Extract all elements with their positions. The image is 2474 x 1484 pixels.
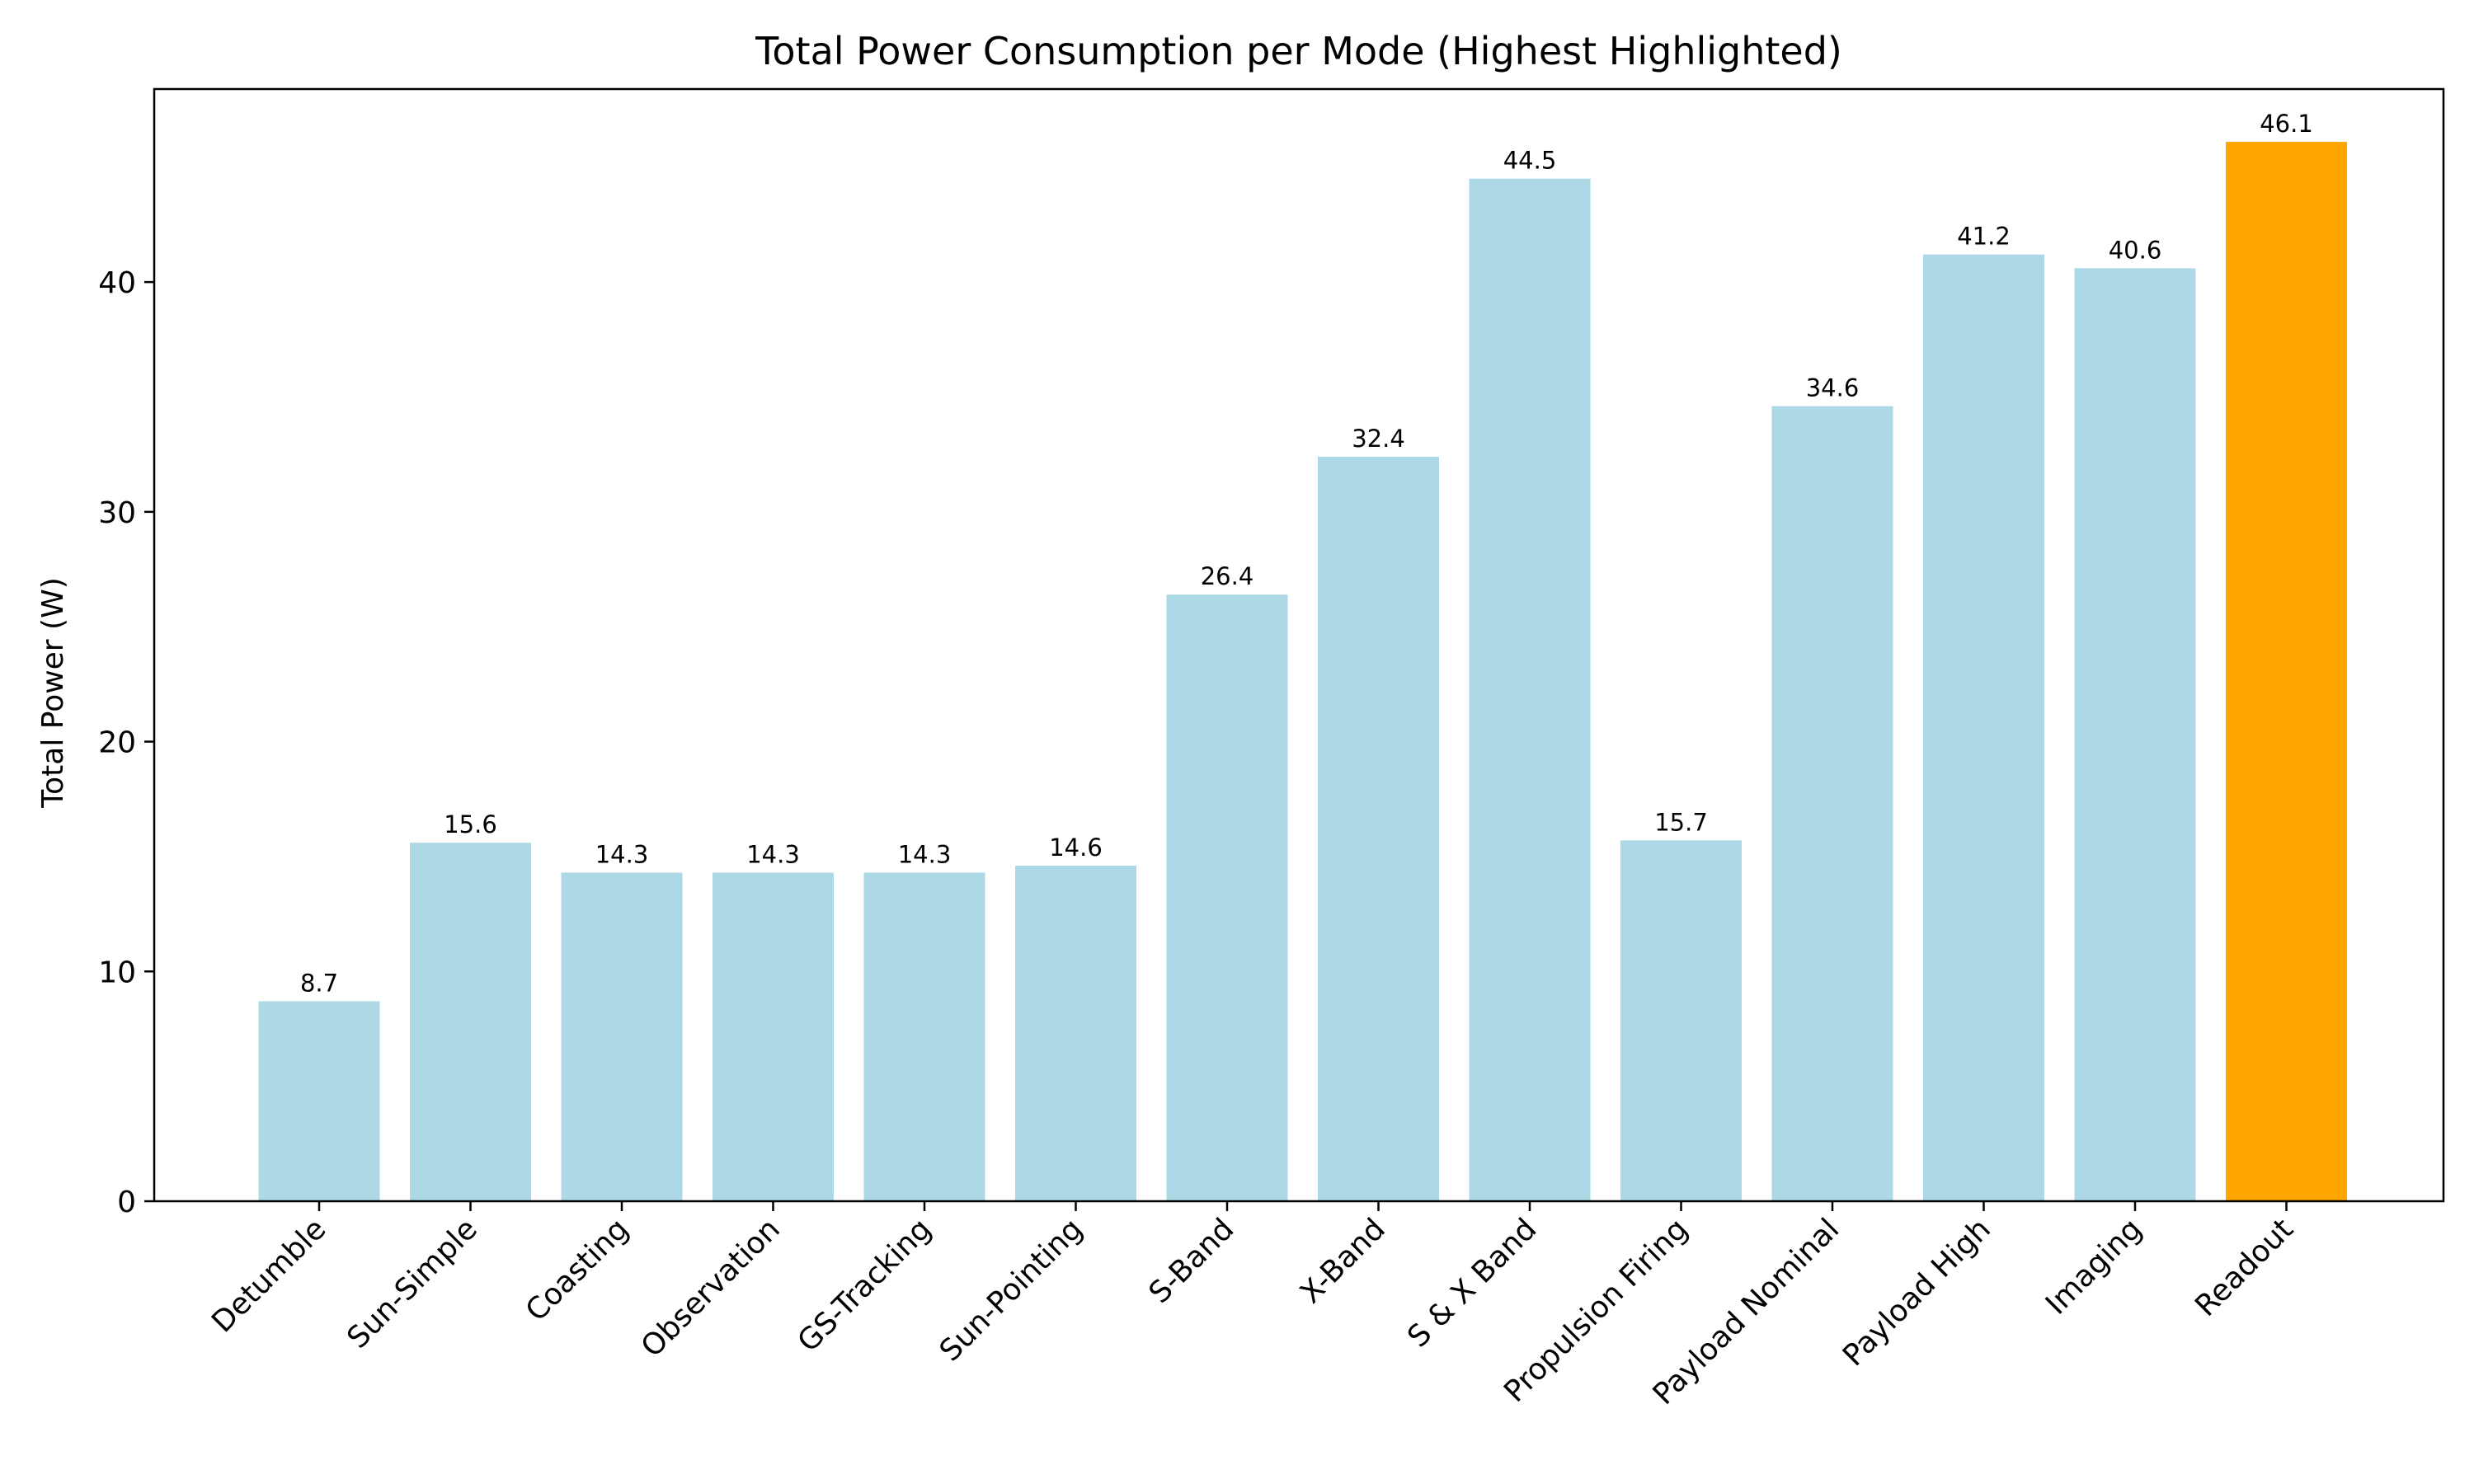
- data-label-5: 14.6: [1049, 834, 1103, 862]
- x-tick-label-0: Detumble: [205, 1212, 332, 1339]
- y-tick-label-1: 10: [98, 956, 136, 989]
- x-tick-label-3: Observation: [635, 1212, 787, 1364]
- data-label-2: 14.3: [595, 840, 649, 868]
- bar-1: [410, 843, 531, 1201]
- x-tick-label-6: S-Band: [1143, 1212, 1241, 1310]
- data-label-13: 46.1: [2260, 110, 2313, 138]
- bar-12: [2074, 268, 2196, 1201]
- data-labels-group: 8.7 15.6 14.3 14.3 14.3 14.6 26.4 32.4 44.5 15.7 3…: [300, 110, 2313, 997]
- bar-2: [561, 872, 683, 1201]
- x-tick-label-5: Sun-Pointing: [934, 1212, 1089, 1368]
- data-label-11: 41.2: [1957, 223, 2011, 251]
- data-label-10: 34.6: [1806, 374, 1860, 402]
- x-tick-label-2: Coasting: [520, 1212, 636, 1328]
- data-label-0: 8.7: [300, 970, 338, 998]
- data-label-8: 44.5: [1503, 147, 1557, 175]
- x-tick-label-8: S & X Band: [1401, 1212, 1543, 1354]
- data-label-9: 15.7: [1654, 808, 1708, 836]
- y-axis-ticks: 0 10 20 30 40: [98, 266, 154, 1219]
- y-tick-label-4: 40: [98, 266, 136, 300]
- data-label-12: 40.6: [2109, 236, 2162, 264]
- bar-0: [258, 1001, 380, 1201]
- bars-group: [258, 142, 2347, 1202]
- bar-3: [713, 872, 834, 1201]
- x-tick-label-11: Payload High: [1837, 1212, 1997, 1373]
- bar-9: [1620, 840, 1742, 1201]
- bar-6: [1166, 594, 1288, 1201]
- y-tick-label-0: 0: [117, 1186, 136, 1219]
- y-axis-label: Total Power (W): [36, 577, 70, 809]
- bar-5: [1015, 866, 1136, 1201]
- bar-7: [1318, 456, 1439, 1201]
- data-label-3: 14.3: [746, 840, 800, 868]
- plot-area-frame: [153, 87, 2445, 1203]
- data-label-1: 15.6: [444, 810, 497, 838]
- bar-4: [863, 872, 985, 1201]
- data-label-4: 14.3: [898, 840, 952, 868]
- x-tick-label-13: Readout: [2189, 1212, 2300, 1323]
- y-tick-label-2: 20: [98, 726, 136, 760]
- bar-10: [1771, 406, 1893, 1202]
- x-tick-label-12: Imaging: [2039, 1212, 2148, 1321]
- chart-title: Total Power Consumption per Mode (Highes…: [755, 29, 1842, 73]
- bar-13: [2226, 142, 2347, 1202]
- bar-8: [1469, 178, 1591, 1201]
- data-label-7: 32.4: [1352, 425, 1405, 453]
- data-label-6: 26.4: [1201, 562, 1254, 590]
- y-tick-label-3: 30: [98, 496, 136, 530]
- x-tick-label-4: GS-Tracking: [792, 1212, 938, 1359]
- x-tick-label-7: X-Band: [1294, 1212, 1392, 1310]
- bar-11: [1923, 254, 2044, 1201]
- x-axis-ticks: Detumble Sun-Simple Coasting Observation GS-…: [205, 1201, 2300, 1411]
- x-tick-label-1: Sun-Simple: [341, 1212, 484, 1355]
